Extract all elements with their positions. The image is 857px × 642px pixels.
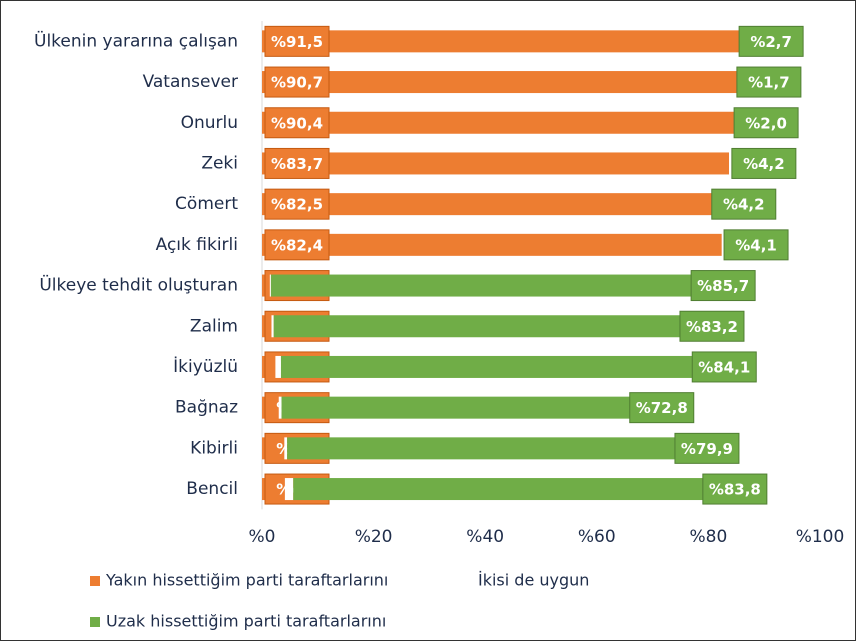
y-tick-label: Ülkeye tehdit oluşturan	[39, 274, 238, 296]
label-box	[723, 229, 789, 261]
y-tick-label: Bağnaz	[175, 398, 238, 418]
bar-segment	[293, 478, 761, 501]
label-box	[711, 188, 777, 220]
label-box	[264, 147, 330, 179]
bar-segment	[273, 315, 738, 338]
bar-segment	[262, 233, 722, 256]
label-box	[731, 147, 797, 179]
y-tick-label: İkiyüzlü	[173, 356, 238, 377]
value-label: %90,7	[271, 74, 323, 92]
y-tick-label: Ülkenin yararına çalışan	[34, 29, 238, 51]
label-box	[264, 66, 330, 98]
label-box	[264, 107, 330, 139]
value-label: %85,7	[697, 277, 749, 295]
legend-swatch	[90, 617, 100, 627]
label-box	[679, 310, 745, 342]
y-tick-label: Bencil	[186, 479, 238, 499]
y-tick-label: Cömert	[175, 194, 238, 214]
y-tick-label: Zalim	[190, 316, 238, 336]
label-box	[629, 392, 695, 424]
y-tick-label: Kibirli	[190, 438, 238, 458]
y-tick-label: Zeki	[201, 153, 238, 173]
value-label: %83,7	[271, 155, 323, 173]
x-tick-label: %60	[578, 527, 616, 547]
legend-label: Uzak hissettiğim parti taraftarlarını	[106, 612, 386, 631]
label-box	[691, 351, 757, 383]
label-box	[264, 25, 330, 57]
value-label: %79,9	[681, 440, 733, 458]
value-label: %4,2	[723, 196, 765, 214]
value-label: %2,0	[745, 114, 787, 132]
label-box	[733, 107, 799, 139]
legend-swatch	[90, 576, 100, 586]
bar-segment	[278, 396, 282, 419]
value-label: %83,8	[709, 481, 761, 499]
value-label: %84,1	[698, 358, 750, 376]
value-label: %91,5	[271, 33, 323, 51]
bar-segment	[262, 30, 773, 53]
y-tick-label: Onurlu	[181, 113, 238, 133]
x-tick-label: %0	[249, 527, 276, 547]
y-tick-label: Vatansever	[143, 72, 238, 92]
value-label: %1,7	[748, 74, 790, 92]
value-label: %82,5	[271, 196, 323, 214]
value-label: %4,2	[743, 155, 785, 173]
label-box	[702, 473, 768, 505]
legend-swatch	[462, 576, 472, 586]
legend-label: Yakın hissettiğim parti taraftarlarını	[105, 571, 388, 590]
value-label: %72,8	[636, 399, 688, 417]
legend-label: İkisi de uygun	[478, 571, 589, 590]
y-tick-label: Açık fikirli	[156, 235, 238, 255]
bar-segment	[281, 396, 688, 419]
value-label: %90,4	[271, 114, 323, 132]
bar-segment	[280, 355, 751, 378]
x-tick-label: %20	[355, 527, 393, 547]
value-label: %82,4	[271, 236, 323, 254]
label-box	[690, 270, 756, 302]
bar-segment	[275, 355, 281, 378]
value-label: %2,7	[750, 33, 792, 51]
label-box	[738, 25, 804, 57]
value-label: %4,1	[735, 236, 777, 254]
bar-segment	[262, 111, 767, 134]
bar-segment	[262, 71, 769, 94]
value-label: %83,2	[686, 318, 738, 336]
x-tick-label: %40	[466, 527, 504, 547]
bar-segment	[284, 437, 288, 460]
bar-segment	[262, 193, 723, 216]
bar-segment	[284, 478, 294, 501]
x-tick-label: %100	[796, 527, 845, 547]
bar-segment	[287, 437, 733, 460]
bar-segment	[262, 152, 730, 175]
bar-segment	[271, 315, 274, 338]
bar-segment	[269, 274, 271, 297]
label-box	[736, 66, 802, 98]
x-tick-label: %80	[690, 527, 728, 547]
label-box	[264, 188, 330, 220]
bar-segment	[270, 274, 750, 297]
label-box	[674, 432, 740, 464]
label-box	[264, 229, 330, 261]
